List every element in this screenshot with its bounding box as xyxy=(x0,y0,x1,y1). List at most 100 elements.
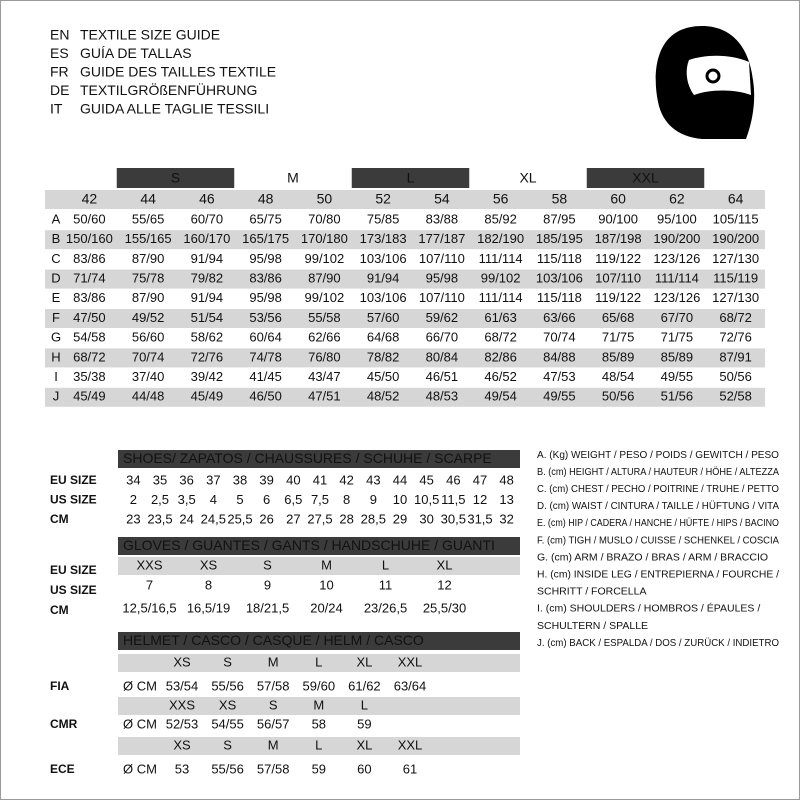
helmet-size: L xyxy=(315,737,322,752)
unit-label: Ø CM xyxy=(123,761,157,776)
size-cell: 45/49 xyxy=(73,389,106,404)
section-bar xyxy=(118,632,520,650)
glove-size: 9 xyxy=(264,577,271,592)
size-cell: 150/160 xyxy=(66,231,113,246)
glove-size: L xyxy=(382,557,389,572)
helmet-value: 53 xyxy=(175,761,189,776)
helmet-value: 52/53 xyxy=(166,716,199,731)
size-cell: 72/76 xyxy=(719,330,752,345)
size-cell: 87/90 xyxy=(132,251,165,266)
size-cell: 49/54 xyxy=(484,389,517,404)
language-code: EN xyxy=(50,27,69,43)
helmet-size: S xyxy=(223,737,232,752)
size-cell: 83/86 xyxy=(73,290,106,305)
shoe-size: 7,5 xyxy=(311,492,329,507)
size-cell: 103/106 xyxy=(536,271,583,286)
size-cell: 55/58 xyxy=(308,310,341,325)
glove-size: XL xyxy=(437,557,453,572)
helmet-size: XS xyxy=(173,737,191,752)
glove-size: 11 xyxy=(379,577,393,592)
row-label: A xyxy=(52,211,61,226)
size-cell: 90/100 xyxy=(598,211,638,226)
row-band xyxy=(118,654,520,672)
size-cell: 54/58 xyxy=(73,330,106,345)
shoe-size: 39 xyxy=(259,472,273,487)
glove-size: 20/24 xyxy=(310,600,343,615)
shoe-size: 11,5 xyxy=(441,492,465,507)
glove-size: 12 xyxy=(437,577,451,592)
row-label: US SIZE xyxy=(50,583,97,597)
shoe-size: 8 xyxy=(343,492,350,507)
size-cell: 80/84 xyxy=(426,349,459,364)
size-cell: 63/66 xyxy=(543,310,576,325)
language-code: DE xyxy=(50,82,69,98)
size-cell: 56/60 xyxy=(132,330,165,345)
size-cell: 99/102 xyxy=(304,251,344,266)
size-cell: 83/86 xyxy=(249,271,282,286)
size-cell: 103/106 xyxy=(360,290,407,305)
glove-size: XXS xyxy=(136,557,162,572)
size-group-bar xyxy=(586,168,705,188)
glove-size: 8 xyxy=(205,577,212,592)
shoe-size: 29 xyxy=(393,511,407,526)
guide-title: GUÍA DE TALLAS xyxy=(80,45,192,61)
guide-title: GUIDE DES TAILLES TEXTILE xyxy=(80,64,276,80)
shoe-size: 30,5 xyxy=(441,511,466,526)
guide-title: TEXTILE SIZE GUIDE xyxy=(80,27,220,43)
shoe-size: 47 xyxy=(473,472,487,487)
size-group: XXL xyxy=(632,170,659,186)
row-label: EU SIZE xyxy=(50,563,97,577)
size-group-bar xyxy=(351,168,470,188)
helmet-value: 61 xyxy=(403,761,417,776)
size-cell: 35/38 xyxy=(73,369,106,384)
size-cell: 44/48 xyxy=(132,389,165,404)
shoe-size: 6,5 xyxy=(284,492,302,507)
shoe-size: 5 xyxy=(236,492,243,507)
glove-size: 7 xyxy=(146,577,153,592)
row-band xyxy=(45,387,765,407)
size-cell: 70/80 xyxy=(308,211,341,226)
size-cell: 99/102 xyxy=(304,290,344,305)
shoe-size: 37 xyxy=(206,472,220,487)
size-cell: 68/72 xyxy=(73,349,106,364)
size-cell: 59/62 xyxy=(426,310,459,325)
guide-title: TEXTILGRÖßENFÜHRUNG xyxy=(80,81,257,98)
size-group-bar xyxy=(116,168,235,188)
section-bar xyxy=(118,450,520,468)
size-number: 62 xyxy=(669,191,685,207)
size-cell: 111/114 xyxy=(479,251,523,266)
helmet-size: XS xyxy=(173,654,191,669)
helmet-value: 55/56 xyxy=(211,761,244,776)
legend-line: D. (cm) WAIST / CINTURA / TAILLE / HÜFTU… xyxy=(537,500,779,512)
size-cell: 127/130 xyxy=(712,290,759,305)
shoe-size: 46 xyxy=(446,472,460,487)
shoe-size: 38 xyxy=(233,472,247,487)
shoe-size: 48 xyxy=(499,472,513,487)
helmet-size: XXL xyxy=(398,654,423,669)
shoe-size: 2,5 xyxy=(151,492,169,507)
unit-label: Ø CM xyxy=(123,678,157,693)
size-cell: 95/98 xyxy=(426,271,459,286)
size-cell: 67/70 xyxy=(661,310,694,325)
size-cell: 107/110 xyxy=(595,271,641,286)
helmet-size: XS xyxy=(219,697,237,712)
size-cell: 68/72 xyxy=(484,330,517,345)
size-cell: 46/52 xyxy=(484,369,517,384)
legend-line: E. (cm) HIP / CADERA / HANCHE / HÜFTE / … xyxy=(537,517,779,529)
size-cell: 47/50 xyxy=(73,310,106,325)
size-number: 58 xyxy=(552,191,568,207)
size-cell: 49/55 xyxy=(661,369,694,384)
helmet-size: M xyxy=(268,654,279,669)
shoe-size: 10,5 xyxy=(414,492,439,507)
visor-pivot xyxy=(705,68,721,84)
size-cell: 95/100 xyxy=(657,211,697,226)
size-cell: 75/78 xyxy=(132,271,165,286)
size-cell: 60/64 xyxy=(249,330,282,345)
helmet-size: XXL xyxy=(398,737,423,752)
shoe-size: 23,5 xyxy=(147,511,172,526)
size-cell: 182/190 xyxy=(477,231,524,246)
size-cell: 62/66 xyxy=(308,330,341,345)
size-cell: 61/63 xyxy=(484,310,517,325)
helmet-value: 53/54 xyxy=(166,678,199,693)
shoe-size: 36 xyxy=(179,472,193,487)
